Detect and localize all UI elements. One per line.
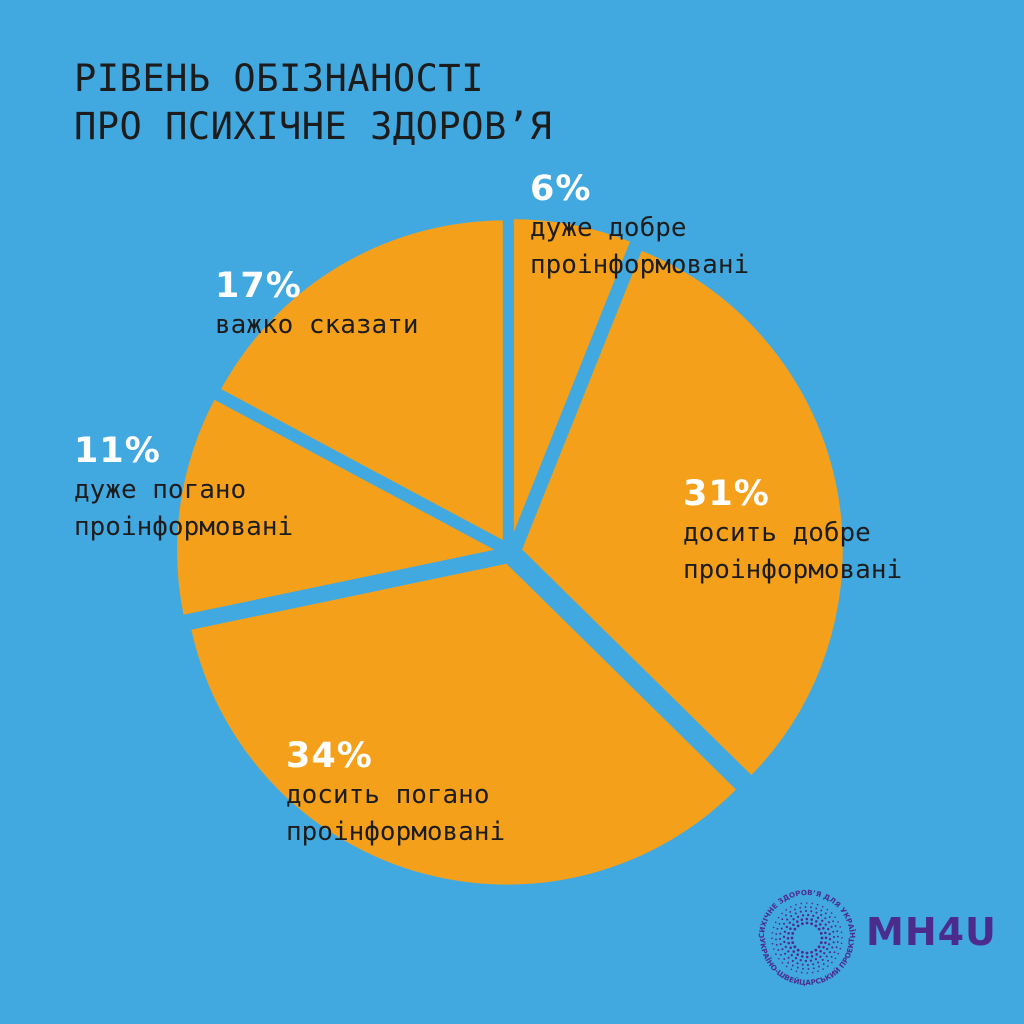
slice-label-line: досить добре bbox=[683, 518, 871, 548]
pie-slice-fairly-poorly-informed bbox=[187, 559, 741, 889]
slice-label-line: дуже добре bbox=[530, 213, 687, 243]
slice-percent-fairly-well-informed: 31% bbox=[683, 474, 770, 514]
slice-label-fairly-well-informed: 31% досить добре проінформовані bbox=[683, 473, 902, 589]
chart-title-line-1: РІВЕНЬ ОБІЗНАНОСТІ bbox=[74, 57, 484, 100]
slice-label-line: дуже погано bbox=[74, 475, 247, 505]
slice-percent-fairly-poorly-informed: 34% bbox=[286, 736, 373, 776]
mh4u-logo: ПСИХІЧНЕ ЗДОРОВ’Я ДЛЯ УКРАЇНИ УКРАЇНО-ШВ… bbox=[749, 869, 996, 1001]
slice-percent-very-poorly-informed: 11% bbox=[74, 431, 161, 471]
slice-percent-hard-to-say: 17% bbox=[215, 266, 302, 306]
slice-label-fairly-poorly-informed: 34% досить погано проінформовані bbox=[286, 735, 505, 851]
pie-slice-hard-to-say bbox=[216, 216, 507, 546]
slice-label-line: проінформовані bbox=[683, 555, 903, 585]
chart-title: РІВЕНЬ ОБІЗНАНОСТІ ПРО ПСИХІЧНЕ ЗДОРОВ’Я bbox=[74, 55, 552, 151]
pie-slice-fairly-well-informed bbox=[517, 246, 847, 780]
slice-label-hard-to-say: 17% важко сказати bbox=[215, 265, 419, 344]
pie-slice-very-poorly-informed bbox=[173, 395, 503, 620]
slice-label-line: проінформовані bbox=[530, 250, 750, 280]
slice-percent-very-well-informed: 6% bbox=[530, 169, 592, 209]
slice-label-very-poorly-informed: 11% дуже погано проінформовані bbox=[74, 430, 293, 546]
slice-label-line: проінформовані bbox=[286, 817, 506, 847]
slice-label-line: досить погано bbox=[286, 780, 490, 810]
chart-title-line-2: ПРО ПСИХІЧНЕ ЗДОРОВ’Я bbox=[74, 105, 553, 148]
slice-label-line: проінформовані bbox=[74, 512, 294, 542]
logo-wordmark: MH4U bbox=[866, 910, 997, 954]
pie-slice-very-well-informed bbox=[509, 215, 635, 545]
slice-label-line: важко сказати bbox=[215, 310, 419, 340]
logo-emblem-icon: ПСИХІЧНЕ ЗДОРОВ’Я ДЛЯ УКРАЇНИ УКРАЇНО-ШВ… bbox=[749, 869, 857, 987]
slice-label-very-well-informed: 6% дуже добре проінформовані bbox=[530, 168, 749, 284]
